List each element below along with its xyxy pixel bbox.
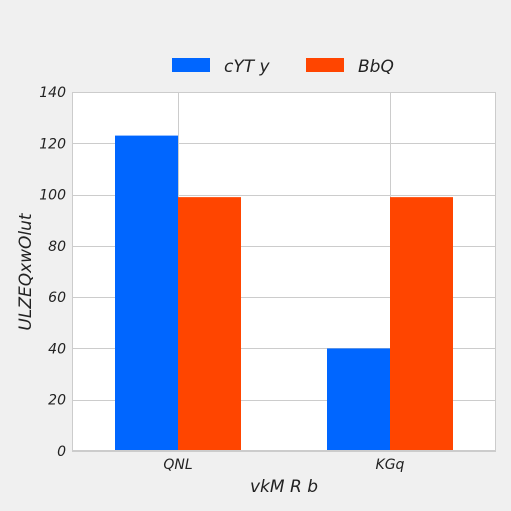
bar-1-1 bbox=[115, 135, 178, 452]
x-axis-title: vkM R b bbox=[250, 477, 318, 497]
y-tick-label: 20 bbox=[48, 393, 66, 409]
legend-label-series-2: BbQ bbox=[358, 57, 394, 77]
legend: cYT y BbQ bbox=[172, 57, 394, 77]
y-tick-label: 60 bbox=[48, 290, 66, 306]
legend-swatch-series-2 bbox=[306, 58, 344, 72]
y-tick-label: 40 bbox=[48, 341, 66, 357]
x-axis-ticks: QNL KGq bbox=[163, 457, 404, 473]
legend-label-series-1: cYT y bbox=[224, 57, 271, 77]
bars bbox=[115, 135, 453, 452]
x-tick-label: QNL bbox=[163, 457, 192, 473]
y-tick-label: 100 bbox=[39, 188, 66, 204]
y-tick-label: 80 bbox=[48, 239, 66, 255]
y-tick-label: 0 bbox=[57, 444, 66, 460]
plot-frame bbox=[72, 92, 496, 451]
y-axis-title: ULZEQxwOlut bbox=[16, 212, 36, 331]
y-axis-ticks: 0 20 40 60 80 100 120 140 bbox=[39, 85, 66, 460]
x-tick-label: KGq bbox=[376, 457, 405, 473]
y-tick-label: 140 bbox=[39, 85, 66, 101]
legend-swatch-series-1 bbox=[172, 58, 210, 72]
bar-1-2 bbox=[327, 348, 390, 451]
bar-2-1 bbox=[178, 197, 241, 451]
bar-2-2 bbox=[390, 197, 453, 451]
y-tick-label: 120 bbox=[39, 136, 66, 152]
